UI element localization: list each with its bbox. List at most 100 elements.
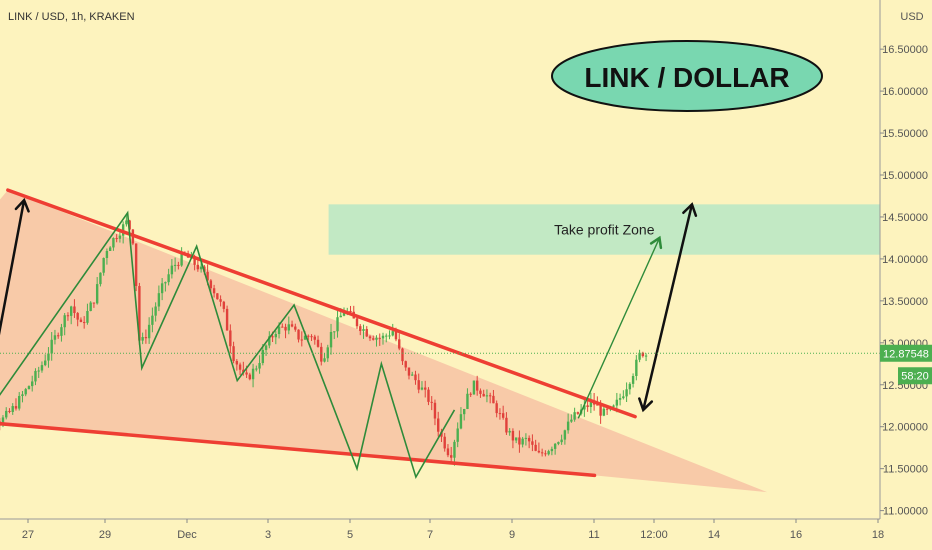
arrows-layer (0, 197, 698, 419)
candle-body (255, 368, 258, 370)
candle-body (261, 349, 265, 364)
candle-body (229, 330, 232, 347)
candle-body (625, 389, 628, 397)
candle-body (21, 394, 24, 396)
currency-label: USD (900, 11, 923, 23)
candle-body (472, 380, 476, 395)
time-axis-ticks: 27 29 Dec 3 5 7 9 11 12:00 14 16 18 (22, 519, 884, 541)
candle-body (469, 393, 472, 395)
candle-body (284, 326, 287, 331)
candle-body (11, 406, 14, 412)
candle-body (359, 326, 362, 331)
time-tick-label: 7 (427, 529, 433, 541)
candle-body (631, 375, 635, 384)
candle-body (294, 326, 297, 330)
candle-body (495, 403, 498, 414)
candle-body (372, 338, 375, 340)
candle-body (628, 383, 632, 390)
candle-body (638, 352, 641, 360)
candle-body (407, 367, 411, 376)
candle-body (381, 335, 385, 339)
candle-body (456, 428, 459, 442)
candle-body (73, 306, 76, 314)
candle-body (287, 324, 291, 331)
candle-body (566, 421, 570, 431)
candle-body (258, 363, 261, 369)
price-tick-label: 16.00000 (882, 86, 928, 98)
candle-body (485, 395, 489, 397)
candle-body (50, 339, 53, 354)
candle-body (164, 282, 167, 284)
candle-body (248, 374, 252, 380)
candle-body (365, 329, 368, 337)
candle-body (115, 238, 118, 240)
candle-body (160, 283, 164, 294)
time-tick-label: 27 (22, 529, 34, 541)
candle-body (47, 353, 50, 361)
time-tick-label: 5 (347, 529, 353, 541)
price-tick-label: 12.00000 (882, 422, 928, 434)
candle-body (635, 359, 638, 376)
candle-body (95, 284, 99, 304)
candle-body (505, 417, 508, 433)
candle-body (466, 393, 469, 409)
candle-body (540, 452, 544, 454)
candle-body (313, 336, 316, 340)
wedge-upper-trendline (6, 188, 637, 419)
candle-body (375, 337, 378, 340)
candle-body (89, 302, 92, 311)
candle-body (433, 402, 437, 419)
candle-body (53, 335, 57, 340)
candle-body (79, 319, 83, 323)
candle-body (235, 360, 239, 365)
candle-body (206, 271, 209, 281)
candle-body (99, 272, 102, 285)
candle-body (134, 243, 138, 287)
candle-body (125, 220, 128, 225)
candle-body (511, 430, 515, 441)
title-badge-text: LINK / DOLLAR (584, 62, 789, 93)
candle-body (31, 381, 34, 387)
candle-body (60, 327, 63, 336)
candle-body (427, 389, 430, 402)
candles-layer (0, 215, 648, 466)
candle-body (563, 430, 567, 440)
price-axis-panel[interactable] (880, 0, 932, 550)
candle-body (479, 390, 482, 394)
candle-body (40, 365, 44, 371)
candle-body (92, 302, 96, 304)
time-tick-label: 9 (509, 529, 515, 541)
countdown-value: 58:20 (901, 370, 929, 382)
zigzag-layer (0, 210, 456, 480)
candle-body (268, 336, 271, 346)
title-badge: LINK / DOLLAR (551, 40, 823, 112)
candle-body (459, 414, 463, 429)
time-tick-label: 14 (708, 529, 720, 541)
right-target-arrow-head-top (682, 202, 698, 217)
candle-body (531, 441, 534, 445)
candle-body (576, 412, 580, 414)
price-tick-label: 15.00000 (882, 170, 928, 182)
candle-body (420, 387, 424, 390)
candle-body (378, 337, 381, 339)
candle-body (521, 438, 524, 445)
time-tick-label: 3 (265, 529, 271, 541)
candle-body (14, 406, 18, 409)
candle-body (570, 419, 573, 422)
candle-body (138, 286, 141, 341)
candle-body (193, 256, 196, 265)
candle-body (251, 368, 255, 380)
zigzag-wave-line (0, 210, 456, 480)
candle-body (238, 364, 242, 370)
candle-body (199, 266, 203, 270)
candle-body (424, 387, 427, 390)
candle-body (482, 393, 485, 397)
candle-body (336, 317, 339, 332)
candle-body (583, 405, 586, 410)
candle-body (108, 247, 112, 251)
candle-body (118, 235, 122, 239)
candle-body (514, 437, 518, 441)
candle-body (69, 306, 73, 316)
candle-body (154, 306, 157, 316)
